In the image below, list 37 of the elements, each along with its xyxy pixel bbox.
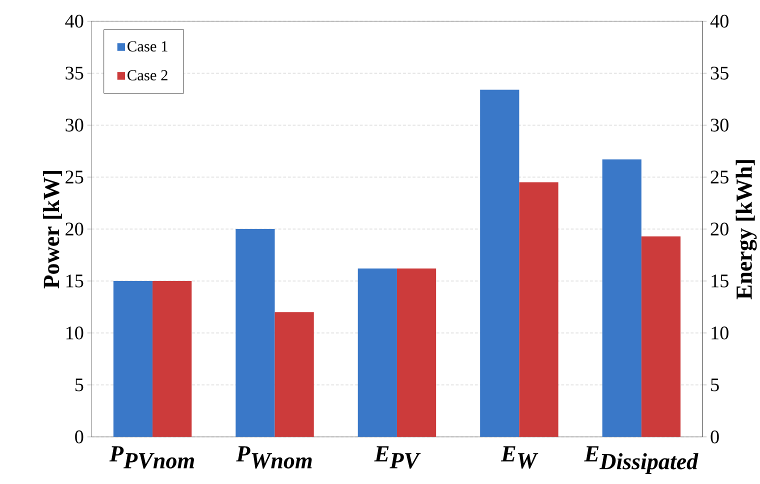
- y2-axis-title: Energy [kWh]: [736, 160, 757, 300]
- y2-tick-label: 35: [710, 66, 728, 80]
- y-tick-label: 10: [66, 326, 84, 340]
- y-tick-label: 0: [75, 430, 84, 444]
- bar: [396, 268, 436, 437]
- y-tick-label: 20: [66, 222, 84, 236]
- bar: [519, 182, 558, 437]
- y-tick-label: 30: [66, 118, 84, 132]
- bar: [274, 312, 314, 437]
- y-tick-label: 35: [66, 66, 84, 80]
- y-tick-label: 40: [65, 14, 84, 28]
- bar: [480, 90, 520, 437]
- x-tick-label: $\textbf{\textit{P}}_{\textbf{\textit{PVnom}}}$: [109, 446, 194, 469]
- x-tick-label: $\textbf{\textit{E}}_{\textbf{\textit{W}}}$: [500, 446, 538, 469]
- y2-tick-label: 0: [710, 430, 719, 444]
- bar: [602, 159, 642, 437]
- bar: [641, 236, 681, 437]
- y-axis-title: Power [kW]: [42, 170, 62, 288]
- y-tick-label: 5: [75, 378, 84, 392]
- bar: [152, 280, 192, 437]
- bar: [113, 280, 153, 437]
- x-tick-label: $\textbf{\textit{E}}_{\textbf{\textit{Dissipated}}}$: [584, 446, 698, 474]
- y2-tick-label: 25: [710, 170, 728, 184]
- y2-tick-label: 40: [710, 14, 728, 28]
- y2-tick-label: 30: [710, 118, 728, 132]
- y2-tick-label: 20: [710, 222, 728, 236]
- y2-tick-label: 10: [712, 326, 728, 340]
- x-tick-label: $\textbf{\textit{E}}_{\textbf{\textit{PV}}}$: [374, 446, 421, 469]
- y-tick-label: 25: [66, 170, 84, 184]
- y2-tick-label: 5: [711, 378, 719, 392]
- bar: [236, 229, 275, 437]
- y2-tick-label: 15: [712, 274, 728, 288]
- bar: [358, 268, 397, 437]
- x-tick-label: $\textbf{\textit{P}}_{\textbf{\textit{Wnom}}}$: [236, 446, 312, 469]
- legend-label: Case 2: [128, 70, 168, 80]
- legend-label: Case 1: [128, 41, 168, 52]
- y-tick-label: 15: [66, 274, 84, 288]
